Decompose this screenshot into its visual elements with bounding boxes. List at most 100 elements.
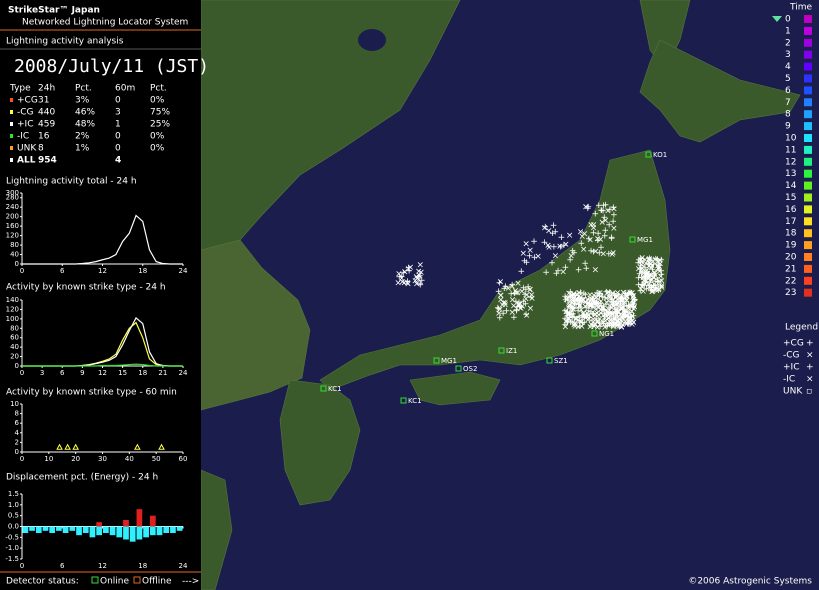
strike-marker: +: [625, 312, 633, 322]
x-tick-label: 3: [40, 369, 44, 377]
strike-marker: ×: [641, 280, 649, 290]
strike-marker: +: [549, 229, 557, 239]
strike-marker: +: [399, 269, 407, 279]
strike-marker: +: [641, 274, 649, 284]
strike-marker: ×: [614, 292, 622, 302]
lake: [358, 29, 386, 51]
legend-symbol: +: [806, 363, 814, 373]
x-tick-label: 12: [98, 369, 107, 377]
strike-marker: ×: [619, 317, 627, 327]
strike-marker: ×: [597, 309, 605, 319]
strike-marker: +: [405, 264, 413, 274]
strike-marker: ×: [625, 316, 633, 326]
strike-marker: +: [629, 303, 637, 313]
strike-marker: ×: [580, 308, 588, 318]
strike-marker: +: [586, 299, 594, 309]
bar: [29, 526, 35, 531]
strike-marker: ×: [644, 269, 652, 279]
strike-marker: +: [646, 278, 654, 288]
strike-marker: ×: [413, 273, 421, 283]
strike-marker: ×: [643, 269, 651, 279]
strike-marker: ×: [516, 300, 524, 310]
strike-marker: ×: [639, 273, 647, 283]
strike-marker: ×: [654, 261, 662, 271]
strike-marker: +: [503, 306, 511, 316]
strike-marker: +: [657, 282, 665, 292]
time-swatch: [804, 288, 812, 297]
strike-marker: +: [602, 226, 610, 236]
strike-marker: ×: [602, 317, 610, 327]
strike-marker: ×: [576, 301, 584, 311]
strike-marker: ×: [597, 297, 605, 307]
strike-marker: ×: [603, 289, 611, 299]
time-swatch: [804, 181, 812, 190]
strike-marker: ×: [642, 268, 650, 278]
strike-marker: +: [398, 272, 406, 282]
strike-marker: ×: [577, 318, 585, 328]
strike-marker: ×: [623, 292, 631, 302]
strike-marker: +: [518, 303, 526, 313]
strike-marker: ×: [559, 268, 567, 278]
strike-marker: +: [513, 303, 521, 313]
bar: [109, 526, 116, 536]
strike-marker: +: [530, 237, 538, 247]
strike-marker: ×: [651, 285, 659, 295]
strike-marker: +: [603, 310, 611, 320]
time-label: 22: [785, 276, 796, 286]
x-tick-label: 60: [179, 455, 188, 463]
strike-marker: ×: [534, 252, 542, 262]
strike-marker: ×: [620, 312, 628, 322]
strike-marker: ×: [626, 288, 634, 298]
y-tick-label: -0.5: [5, 533, 19, 541]
strike-marker: ×: [610, 321, 618, 331]
strike-marker: +: [655, 261, 663, 271]
strike-marker: ×: [645, 255, 653, 265]
strike-marker: ×: [562, 308, 570, 318]
strike-marker: +: [610, 315, 618, 325]
strike-marker: +: [620, 312, 628, 322]
time-label: 14: [785, 181, 797, 191]
strike-marker: +: [576, 322, 584, 332]
strike-marker: +: [607, 291, 615, 301]
strike-marker: +: [581, 318, 589, 328]
strike-marker: ×: [638, 254, 646, 264]
strike-marker: +: [522, 285, 530, 295]
table-cell: 0%: [150, 144, 165, 154]
strike-marker: +: [513, 307, 521, 317]
station-icon: [546, 357, 553, 364]
strike-marker: +: [599, 304, 607, 314]
strike-marker: +: [566, 309, 574, 319]
strike-marker: ×: [574, 296, 582, 306]
strike-marker: +: [610, 320, 618, 330]
strike-marker: ×: [655, 263, 663, 273]
table-cell: -IC: [17, 132, 29, 142]
strike-marker: +: [566, 310, 574, 320]
y-tick-label: 0.0: [8, 523, 19, 531]
strike-marker: +: [592, 314, 600, 324]
bar: [136, 526, 143, 540]
strike-marker: +: [625, 289, 633, 299]
strike-marker: ×: [415, 267, 423, 277]
station-label: OS2: [463, 365, 477, 373]
strike-marker: +: [654, 255, 662, 265]
strike-marker: ×: [588, 295, 596, 305]
strike-marker: ×: [628, 311, 636, 321]
date: 2008/July/11 (JST): [14, 56, 209, 77]
table-cell: 31: [38, 96, 49, 106]
x-tick-label: 18: [138, 267, 147, 275]
strike-marker: ×: [624, 312, 632, 322]
strike-marker: +: [636, 269, 644, 279]
strike-marker: +: [554, 267, 562, 277]
strike-marker: +: [589, 302, 597, 312]
strike-marker: ×: [605, 288, 613, 298]
strike-marker: +: [572, 289, 580, 299]
strike-marker: ×: [651, 271, 659, 281]
strike-marker: ×: [526, 246, 534, 256]
strike-marker: +: [627, 302, 635, 312]
strike-marker: +: [395, 272, 403, 282]
strike-marker: ×: [497, 278, 505, 288]
y-tick-label: 120: [6, 232, 19, 240]
strike-marker: +: [586, 313, 594, 323]
station-icon: [629, 236, 636, 243]
strike-marker: ×: [508, 282, 516, 292]
